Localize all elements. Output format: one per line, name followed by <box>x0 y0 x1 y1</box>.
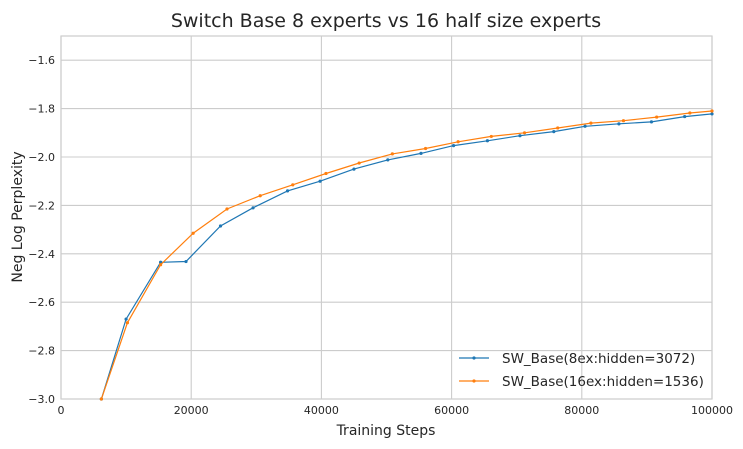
x-tick-label: 60000 <box>434 404 469 417</box>
data-point <box>386 158 390 162</box>
data-point <box>218 224 223 228</box>
data-point <box>617 122 621 126</box>
y-tick-label: −1.6 <box>28 54 55 67</box>
data-point <box>451 144 456 148</box>
y-axis-ticks: −3.0 −2.8 −2.6 −2.4 −2.2 −2.0 −1.8 −1.6 <box>28 54 55 406</box>
data-point <box>357 161 361 165</box>
data-point <box>522 131 527 135</box>
data-point <box>489 134 493 139</box>
data-point <box>324 171 328 176</box>
x-tick-label: 20000 <box>174 404 209 417</box>
data-point <box>655 115 659 119</box>
x-tick-label: 0 <box>58 404 65 417</box>
data-point <box>710 112 714 116</box>
data-point <box>352 167 356 171</box>
y-tick-label: −2.0 <box>28 151 55 164</box>
data-point <box>518 134 522 138</box>
y-axis-label: Neg Log Perplexity <box>10 151 26 282</box>
y-tick-label: −1.8 <box>28 103 55 116</box>
legend-entry: SW_Base(8ex:hidden=3072) <box>502 351 695 367</box>
series-2 <box>99 109 714 401</box>
data-point <box>125 321 130 325</box>
legend-entry: SW_Base(16ex:hidden=1536) <box>502 374 704 390</box>
data-point <box>710 109 714 113</box>
data-point <box>258 194 262 198</box>
chart-title: Switch Base 8 experts vs 16 half size ex… <box>171 10 601 32</box>
data-point <box>225 207 229 211</box>
data-point <box>124 317 128 321</box>
legend-swatch-marker <box>472 379 476 383</box>
data-point <box>390 152 394 156</box>
y-tick-label: −2.2 <box>28 199 55 212</box>
data-point <box>649 120 654 124</box>
data-point <box>556 126 560 130</box>
data-point <box>285 189 290 193</box>
legend-swatch-marker <box>472 356 476 360</box>
series-line <box>100 110 713 400</box>
data-point <box>456 140 460 144</box>
data-point <box>159 263 163 267</box>
x-tick-label: 80000 <box>564 404 599 417</box>
data-point <box>251 206 255 210</box>
series-lines <box>99 109 714 401</box>
x-tick-label: 100000 <box>691 404 733 417</box>
series-1 <box>99 112 714 401</box>
data-point <box>621 119 626 123</box>
data-point <box>552 129 556 134</box>
legend: SW_Base(8ex:hidden=3072) SW_Base(16ex:hid… <box>459 351 704 390</box>
data-point <box>589 121 593 125</box>
data-point <box>318 179 322 183</box>
plot-frame <box>60 35 713 400</box>
data-point <box>291 183 295 187</box>
data-point <box>683 114 687 119</box>
x-axis-label: Training Steps <box>336 423 436 439</box>
grid-lines <box>60 36 713 400</box>
y-tick-label: −2.4 <box>28 248 55 261</box>
data-point <box>423 146 428 151</box>
data-point <box>583 124 587 128</box>
data-point <box>184 259 188 264</box>
data-point <box>159 260 163 264</box>
series-line <box>100 113 713 400</box>
y-tick-label: −2.6 <box>28 296 55 309</box>
data-point <box>191 231 195 235</box>
x-tick-label: 40000 <box>304 404 339 417</box>
y-tick-label: −2.8 <box>28 345 55 358</box>
data-point <box>688 111 692 115</box>
data-point <box>419 151 423 155</box>
y-tick-label: −3.0 <box>28 393 55 406</box>
x-axis-ticks: 0 20000 40000 60000 80000 100000 <box>58 404 734 417</box>
data-point <box>485 139 490 143</box>
data-point <box>99 397 103 401</box>
